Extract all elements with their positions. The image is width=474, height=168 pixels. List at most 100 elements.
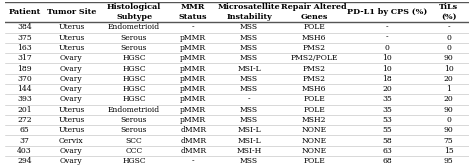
Text: MSS: MSS bbox=[240, 106, 258, 114]
Text: MSI-L: MSI-L bbox=[237, 137, 261, 145]
Text: HGSC: HGSC bbox=[122, 157, 146, 165]
Text: 144: 144 bbox=[17, 85, 32, 93]
Text: 1: 1 bbox=[446, 85, 451, 93]
Text: Microsatellite
Instability: Microsatellite Instability bbox=[218, 3, 281, 21]
Text: SCC: SCC bbox=[126, 137, 143, 145]
Text: POLE: POLE bbox=[303, 23, 325, 31]
Text: HGSC: HGSC bbox=[122, 75, 146, 83]
Text: Serous: Serous bbox=[121, 34, 147, 42]
Text: pMMR: pMMR bbox=[180, 65, 206, 73]
Text: Ovary: Ovary bbox=[60, 157, 82, 165]
Text: Serous: Serous bbox=[121, 126, 147, 134]
Text: 189: 189 bbox=[17, 65, 32, 73]
Text: 90: 90 bbox=[444, 54, 454, 62]
Text: Ovary: Ovary bbox=[60, 65, 82, 73]
Text: POLE: POLE bbox=[303, 106, 325, 114]
Text: Uterus: Uterus bbox=[58, 23, 84, 31]
Text: Ovary: Ovary bbox=[60, 147, 82, 155]
Text: HGSC: HGSC bbox=[122, 54, 146, 62]
Text: 15: 15 bbox=[444, 147, 454, 155]
Text: -: - bbox=[386, 34, 389, 42]
Text: Uterus: Uterus bbox=[58, 34, 84, 42]
Text: MSI-L: MSI-L bbox=[237, 65, 261, 73]
Text: PD-L1 by CPS (%): PD-L1 by CPS (%) bbox=[347, 8, 428, 16]
Text: POLE: POLE bbox=[303, 95, 325, 103]
Text: Uterus: Uterus bbox=[58, 106, 84, 114]
Text: PMS2: PMS2 bbox=[302, 44, 326, 52]
Text: Patient: Patient bbox=[9, 8, 41, 16]
Text: Ovary: Ovary bbox=[60, 95, 82, 103]
Text: pMMR: pMMR bbox=[180, 44, 206, 52]
Text: MSH6: MSH6 bbox=[302, 34, 326, 42]
Text: -: - bbox=[248, 95, 250, 103]
Text: 0: 0 bbox=[385, 44, 390, 52]
Text: TiLs
(%): TiLs (%) bbox=[439, 3, 458, 21]
Text: 10: 10 bbox=[383, 65, 392, 73]
Text: 393: 393 bbox=[17, 95, 32, 103]
Text: Serous: Serous bbox=[121, 44, 147, 52]
Text: NONE: NONE bbox=[301, 147, 327, 155]
Text: pMMR: pMMR bbox=[180, 75, 206, 83]
Text: pMMR: pMMR bbox=[180, 85, 206, 93]
Text: 95: 95 bbox=[444, 157, 454, 165]
Text: 58: 58 bbox=[383, 137, 392, 145]
Text: MSS: MSS bbox=[240, 44, 258, 52]
Text: MSH6: MSH6 bbox=[302, 85, 326, 93]
Text: 90: 90 bbox=[444, 126, 454, 134]
Text: 163: 163 bbox=[17, 44, 32, 52]
Text: MSS: MSS bbox=[240, 54, 258, 62]
Text: MSS: MSS bbox=[240, 157, 258, 165]
Text: 10: 10 bbox=[383, 54, 392, 62]
Text: MSS: MSS bbox=[240, 34, 258, 42]
Text: 370: 370 bbox=[17, 75, 32, 83]
Text: MSI-H: MSI-H bbox=[237, 147, 262, 155]
Text: pMMR: pMMR bbox=[180, 54, 206, 62]
Text: dMMR: dMMR bbox=[180, 147, 206, 155]
Text: 0: 0 bbox=[446, 44, 451, 52]
Text: Serous: Serous bbox=[121, 116, 147, 124]
Text: 384: 384 bbox=[17, 23, 32, 31]
Text: Endometrioid: Endometrioid bbox=[108, 23, 160, 31]
Text: 75: 75 bbox=[444, 137, 454, 145]
Text: Tumor Site: Tumor Site bbox=[46, 8, 96, 16]
Text: POLE: POLE bbox=[303, 157, 325, 165]
Text: 35: 35 bbox=[383, 95, 392, 103]
Text: MSS: MSS bbox=[240, 23, 258, 31]
Text: Histological
Subtype: Histological Subtype bbox=[107, 3, 161, 21]
Text: 317: 317 bbox=[17, 54, 32, 62]
Text: pMMR: pMMR bbox=[180, 116, 206, 124]
Text: Endometrioid: Endometrioid bbox=[108, 106, 160, 114]
Text: 375: 375 bbox=[17, 34, 32, 42]
Text: 403: 403 bbox=[17, 147, 32, 155]
Text: -: - bbox=[386, 23, 389, 31]
Text: Uterus: Uterus bbox=[58, 44, 84, 52]
Text: CCC: CCC bbox=[126, 147, 143, 155]
Text: 65: 65 bbox=[20, 126, 29, 134]
Text: Cervix: Cervix bbox=[59, 137, 83, 145]
Text: 90: 90 bbox=[444, 106, 454, 114]
Text: 20: 20 bbox=[444, 95, 454, 103]
Text: Ovary: Ovary bbox=[60, 75, 82, 83]
Text: Ovary: Ovary bbox=[60, 54, 82, 62]
Text: 35: 35 bbox=[383, 106, 392, 114]
Text: 68: 68 bbox=[383, 157, 392, 165]
Text: 294: 294 bbox=[17, 157, 32, 165]
Text: dMMR: dMMR bbox=[180, 126, 206, 134]
Text: 0: 0 bbox=[446, 116, 451, 124]
Text: pMMR: pMMR bbox=[180, 95, 206, 103]
Text: -: - bbox=[192, 23, 194, 31]
Text: 10: 10 bbox=[444, 65, 454, 73]
Text: 55: 55 bbox=[383, 126, 392, 134]
Text: MSI-L: MSI-L bbox=[237, 126, 261, 134]
Text: Uterus: Uterus bbox=[58, 116, 84, 124]
Text: dMMR: dMMR bbox=[180, 137, 206, 145]
Text: HGSC: HGSC bbox=[122, 85, 146, 93]
Text: 37: 37 bbox=[19, 137, 29, 145]
Text: -: - bbox=[447, 23, 450, 31]
Text: -: - bbox=[192, 157, 194, 165]
Text: PMS2: PMS2 bbox=[302, 65, 326, 73]
Text: 201: 201 bbox=[17, 106, 32, 114]
Text: 20: 20 bbox=[444, 75, 454, 83]
Text: MSH2: MSH2 bbox=[302, 116, 326, 124]
Text: 20: 20 bbox=[383, 85, 392, 93]
